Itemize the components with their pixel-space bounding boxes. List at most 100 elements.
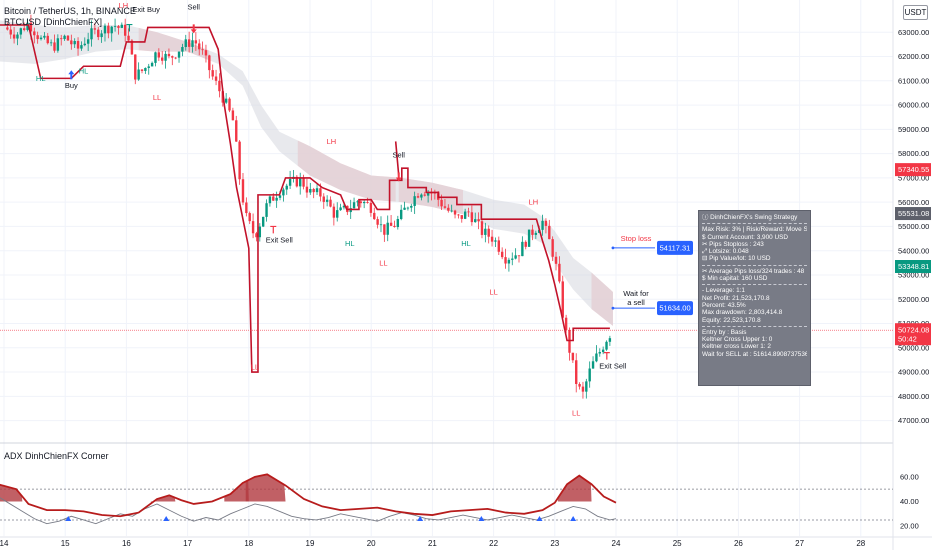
candle-body <box>383 224 386 235</box>
candle-body <box>568 330 571 353</box>
time-tick-label: 18 <box>244 539 253 548</box>
adx-hump-area <box>150 495 176 504</box>
info-line: ✂ Average Pips loss/324 trades : 48 <box>702 267 805 275</box>
info-box-title: ⓘ DinhChienFX's Swing Strategy <box>702 214 798 221</box>
adx-marker-icon <box>163 515 170 521</box>
separator <box>702 264 807 266</box>
candle-body <box>477 219 480 222</box>
candle-body <box>16 34 19 39</box>
info-line: $ Current Account: 3,900 USD <box>702 233 788 241</box>
candle-body <box>275 197 278 201</box>
candle-body <box>309 188 312 193</box>
exit-sell-label: Exit Sell <box>266 235 293 244</box>
candle-body <box>376 219 379 225</box>
stop-loss-tag-text: 54117.31 <box>660 243 691 252</box>
candle-body <box>426 192 430 196</box>
candle-body <box>470 212 474 223</box>
price-axis[interactable]: 47000.0048000.0049000.0050000.0051000.00… <box>895 28 931 531</box>
candle-body <box>161 57 164 61</box>
stop-loss-tag <box>657 240 693 255</box>
candle-body <box>352 202 356 209</box>
time-tick-label: 14 <box>0 539 9 548</box>
price-tick-label: 59000.00 <box>898 125 929 134</box>
candles <box>6 14 612 399</box>
adx-tick-label: 20.00 <box>900 522 919 531</box>
price-tick-label: 62000.00 <box>898 52 929 61</box>
candle-body <box>123 24 127 36</box>
candle-body <box>238 141 241 180</box>
time-tick-label: 21 <box>428 539 437 548</box>
candle-body <box>531 229 534 235</box>
time-tick-label: 26 <box>734 539 743 548</box>
candle-body <box>342 205 346 208</box>
candle-body <box>255 233 258 238</box>
trailing-stop <box>0 24 610 373</box>
candle-body <box>187 39 191 47</box>
candle-body <box>362 201 366 204</box>
candle-body <box>208 55 211 71</box>
candle-body <box>322 196 325 202</box>
candle-body <box>325 199 329 202</box>
candle-body <box>389 222 393 226</box>
candle-body <box>80 45 83 49</box>
candle-body <box>245 202 248 214</box>
info-line: Keltner Cross Upper 1: 0 <box>702 336 773 344</box>
candle-body <box>329 199 332 207</box>
candle-body <box>480 221 484 235</box>
info-line: Net Profit: 21,523,170.8 <box>702 294 770 302</box>
candle-body <box>578 384 581 387</box>
candle-body <box>261 216 265 227</box>
swing-label: HL <box>461 239 471 248</box>
candle-body <box>484 228 487 235</box>
price-tick-label: 47000.00 <box>898 416 929 425</box>
candle-body <box>49 42 53 44</box>
info-line: Keltner cross Lower 1: 2 <box>702 343 771 351</box>
candle-body <box>120 24 124 28</box>
candle-body <box>241 179 245 203</box>
price-tick-label: 63000.00 <box>898 28 929 37</box>
candle-body <box>443 206 447 208</box>
adx-marker-icon <box>570 515 577 521</box>
candle-body <box>319 188 322 197</box>
candle-body <box>73 41 76 45</box>
time-tick-label: 24 <box>612 539 621 548</box>
time-tick-label: 19 <box>306 539 315 548</box>
swing-label: LH <box>529 198 539 207</box>
info-line: $ Min capital: 160 USD <box>702 275 768 283</box>
candle-body <box>406 207 410 209</box>
candle-body <box>507 259 511 264</box>
time-tick-label: 23 <box>550 539 559 548</box>
currency-button[interactable]: USDT <box>903 5 928 20</box>
adx-tick-label: 40.00 <box>900 497 919 506</box>
candle-body <box>588 368 591 382</box>
candle-body <box>524 241 527 247</box>
adx-marker-icon <box>536 515 543 521</box>
swing-label: LH <box>119 1 129 10</box>
candle-body <box>181 47 184 52</box>
candle-body <box>164 53 167 61</box>
time-axis[interactable]: 14 15 16 17 18 19 20 21 22 23 24 25 26 27 28 <box>0 539 866 548</box>
swing-label: LL <box>489 287 497 296</box>
trailing-stop-line <box>0 24 610 373</box>
buy-signal-label: Buy <box>65 81 78 90</box>
price-tick-label: 49000.00 <box>898 368 929 377</box>
candle-body <box>272 196 275 201</box>
adx-oscillator-line <box>0 497 617 525</box>
candle-body <box>251 221 255 234</box>
candle-body <box>9 29 12 35</box>
time-tick-label: 27 <box>795 539 804 548</box>
candle-body <box>500 251 504 258</box>
candle-body <box>43 35 46 38</box>
candle-body <box>420 194 423 198</box>
candle-body <box>315 188 319 193</box>
separator <box>702 284 807 286</box>
sell-signal-label: Sell <box>392 150 405 159</box>
time-tick-label: 25 <box>673 539 682 548</box>
adx-tick-label: 60.00 <box>900 472 919 481</box>
channel-band <box>0 20 613 326</box>
adx-hump-area <box>0 484 23 502</box>
last-price-tag <box>895 323 931 346</box>
candle-body <box>211 70 214 77</box>
candle-body <box>154 52 157 63</box>
